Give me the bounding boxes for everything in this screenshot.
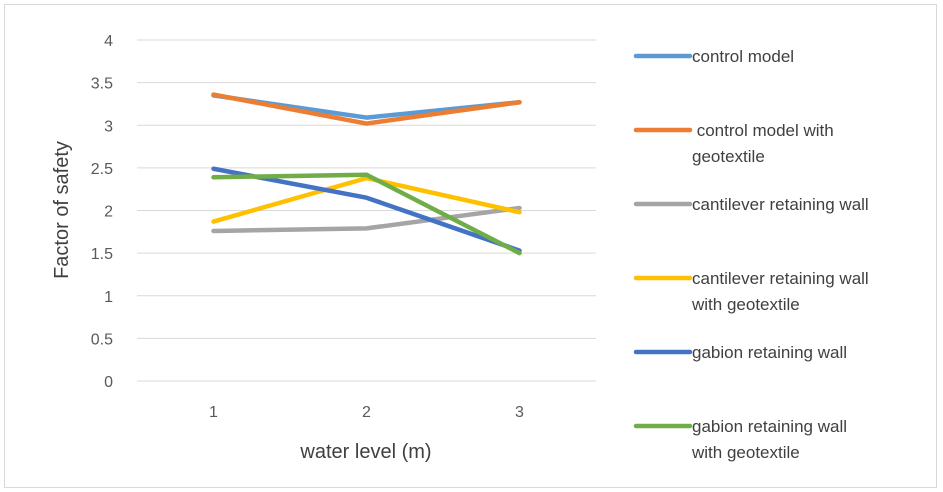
y-axis-title: Factor of safety: [51, 141, 73, 279]
y-tick-label: 1: [104, 289, 113, 306]
y-tick-label: 1.5: [91, 246, 113, 263]
series-line-2: [211, 92, 522, 126]
legend-item: gabion retaining wall: [633, 343, 847, 362]
gridlines: [137, 39, 596, 382]
y-tick-label: 0: [104, 374, 113, 391]
y-tick-label: 3: [104, 118, 113, 135]
legend-item: cantilever retaining wall: [633, 195, 869, 214]
x-axis-title: water level (m): [299, 441, 431, 463]
legend-label: geotextile: [692, 147, 765, 166]
legend-label: gabion retaining wall: [692, 417, 847, 436]
series-line-4: [211, 175, 522, 224]
legend-label: with geotextile: [691, 443, 800, 462]
x-tick-label: 2: [362, 404, 371, 421]
legend-label: with geotextile: [691, 295, 800, 314]
series-lines: [211, 92, 522, 256]
y-tick-labels: 0 0.5 1 1.5 2 2.5 3 3.5 4: [91, 33, 113, 391]
legend-item: control model: [633, 47, 794, 66]
series-line-6: [211, 172, 522, 256]
y-tick-label: 3.5: [91, 76, 113, 93]
legend-label: cantilever retaining wall: [692, 195, 869, 214]
x-tick-labels: 1 2 3: [209, 404, 524, 421]
y-tick-label: 4: [104, 33, 113, 50]
chart-frame: [4, 4, 937, 488]
legend-item: cantilever retaining wall with geotextile: [633, 269, 869, 314]
series-line-3: [211, 205, 522, 234]
legend: control model control model with geotexti…: [633, 47, 869, 462]
x-tick-label: 3: [515, 404, 524, 421]
y-tick-label: 0.5: [91, 331, 113, 348]
legend-label: cantilever retaining wall: [692, 269, 869, 288]
legend-label: gabion retaining wall: [692, 343, 847, 362]
legend-label: control model with: [692, 121, 834, 140]
x-tick-label: 1: [209, 404, 218, 421]
legend-item: control model with geotextile: [633, 121, 834, 166]
legend-item: gabion retaining wall with geotextile: [633, 417, 847, 462]
y-tick-label: 2.5: [91, 161, 113, 178]
y-tick-label: 2: [104, 204, 113, 221]
legend-label: control model: [692, 47, 794, 66]
